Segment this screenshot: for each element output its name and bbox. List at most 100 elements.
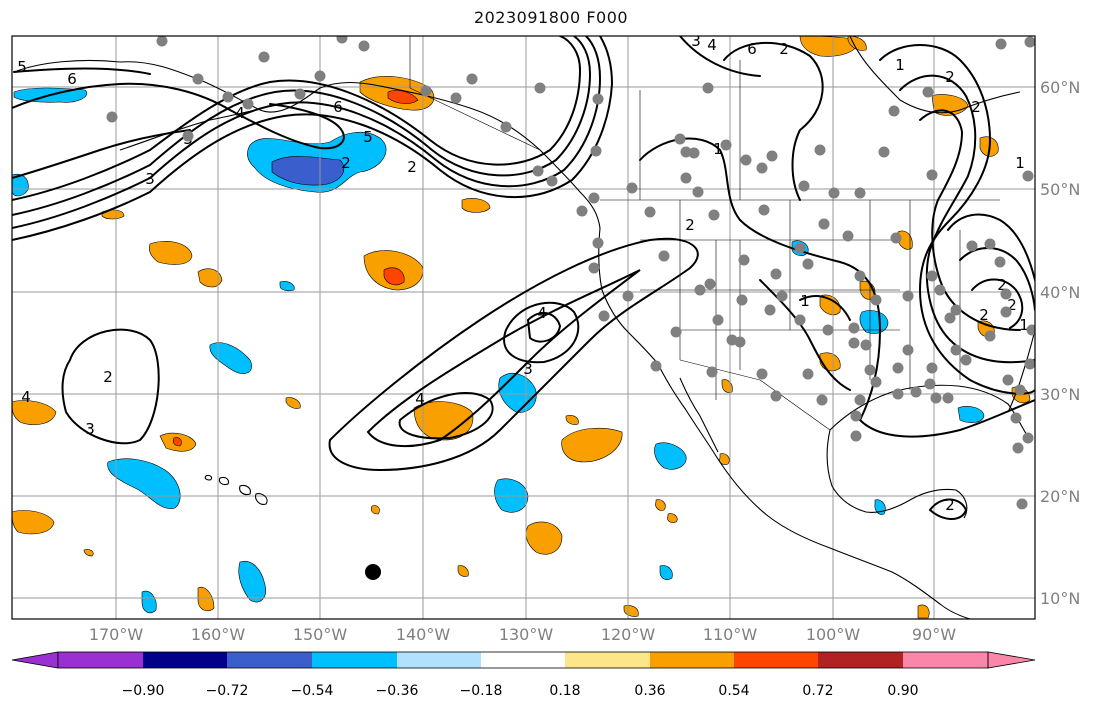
station-dot bbox=[890, 232, 902, 244]
station-dot bbox=[892, 362, 904, 374]
contour-label: 1 bbox=[800, 292, 810, 310]
contour-label: 4 bbox=[415, 390, 425, 408]
station-dot bbox=[1010, 412, 1022, 424]
station-dot bbox=[644, 206, 656, 218]
colorbar-segment bbox=[650, 652, 734, 668]
contour-label: 2 bbox=[979, 306, 989, 324]
station-dot bbox=[794, 314, 806, 326]
colorbar-tick-label: −0.72 bbox=[206, 683, 249, 699]
station-dot bbox=[704, 278, 716, 290]
colorbar-tick-label: −0.18 bbox=[460, 683, 503, 699]
station-dot bbox=[995, 38, 1007, 50]
station-dot bbox=[926, 169, 938, 181]
station-dot bbox=[708, 209, 720, 221]
lon-tick-label: 120°W bbox=[601, 625, 656, 644]
colorbar-tick-label: 0.36 bbox=[634, 683, 665, 699]
pos-anomaly-region bbox=[457, 565, 469, 577]
station-dot bbox=[680, 146, 692, 158]
station-dot bbox=[674, 133, 686, 145]
station-dot bbox=[1024, 36, 1035, 48]
station-dot bbox=[588, 262, 600, 274]
station-dot bbox=[766, 150, 778, 162]
lon-tick-label: 150°W bbox=[293, 625, 348, 644]
colorbar-tick-label: 0.90 bbox=[887, 683, 918, 699]
station-dot bbox=[1022, 170, 1034, 182]
colorbar-segment bbox=[143, 652, 227, 668]
station-dot bbox=[622, 290, 634, 302]
pos-anomaly-region bbox=[370, 505, 380, 515]
station-dot bbox=[692, 186, 704, 198]
colorbar-extend-low bbox=[11, 651, 59, 669]
pos-anomaly-region bbox=[12, 510, 55, 535]
contour-label: 5 bbox=[17, 58, 27, 76]
station-dot bbox=[336, 36, 348, 44]
colorbar: −0.90 −0.72 −0.54 −0.36 −0.18 0.18 0.36 … bbox=[11, 651, 1036, 699]
neg-anomaly-region bbox=[238, 560, 266, 603]
neg-anomaly-region bbox=[654, 442, 687, 470]
pos-anomaly-region bbox=[561, 427, 623, 463]
station-dot bbox=[770, 268, 782, 280]
station-dot bbox=[1012, 442, 1024, 454]
station-dot bbox=[740, 154, 752, 166]
pos-anomaly-region bbox=[525, 521, 563, 555]
station-dot bbox=[576, 205, 588, 217]
lat-tick-label: 50°N bbox=[1040, 180, 1080, 199]
station-dot bbox=[942, 392, 954, 404]
contour-label: 1 bbox=[895, 56, 905, 74]
contour-label: 1 bbox=[1019, 316, 1029, 334]
station-dot bbox=[842, 230, 854, 242]
station-dot bbox=[182, 130, 194, 142]
longitude-axis: 170°W 160°W 150°W 140°W 130°W 120°W 110°… bbox=[89, 625, 956, 644]
colorbar-tick-label: −0.90 bbox=[122, 683, 165, 699]
station-dot bbox=[902, 344, 914, 356]
colorbar-segment bbox=[818, 652, 903, 668]
station-dot bbox=[466, 73, 478, 85]
station-dot bbox=[770, 390, 782, 402]
station-dot bbox=[546, 175, 558, 187]
neg-anomaly-region bbox=[279, 281, 295, 292]
colorbar-tick-label: 0.72 bbox=[802, 683, 833, 699]
contour-label: 4 bbox=[707, 36, 717, 54]
contour-label: 5 bbox=[363, 128, 373, 146]
lon-tick-label: 140°W bbox=[396, 625, 451, 644]
station-dot bbox=[680, 172, 692, 184]
station-dot bbox=[984, 330, 996, 342]
station-dot bbox=[706, 366, 718, 378]
station-dot bbox=[1002, 374, 1014, 386]
contour-label: 2 bbox=[407, 158, 417, 176]
pos-anomaly-region bbox=[847, 36, 867, 51]
map-panel: 5633426524342123421226432121221 bbox=[11, 35, 1036, 620]
colorbar-tick-label: −0.54 bbox=[291, 683, 334, 699]
station-dot bbox=[658, 250, 670, 262]
shaded-anomaly-layer bbox=[12, 36, 1031, 619]
station-dot bbox=[994, 256, 1006, 268]
station-dot bbox=[926, 270, 938, 282]
station-dot bbox=[450, 92, 462, 104]
station-dot bbox=[870, 294, 882, 306]
contour-label: 2 bbox=[1007, 296, 1017, 314]
contour-label: 4 bbox=[235, 104, 245, 122]
pos-anomaly-region bbox=[565, 415, 579, 425]
lat-tick-label: 10°N bbox=[1040, 589, 1080, 608]
colorbar-segment bbox=[903, 652, 988, 668]
station-dot bbox=[734, 336, 746, 348]
pos-anomaly-region bbox=[197, 586, 215, 612]
station-dot bbox=[848, 337, 860, 349]
station-dot bbox=[802, 368, 814, 380]
colorbar-segment bbox=[312, 652, 397, 668]
station-dot bbox=[1016, 498, 1028, 510]
station-dot bbox=[534, 82, 546, 94]
colorbar-segment bbox=[227, 652, 312, 668]
station-dots bbox=[106, 36, 1035, 510]
contour-label: 2 bbox=[997, 276, 1007, 294]
station-dot bbox=[1014, 384, 1026, 396]
contour-label: 4 bbox=[537, 304, 547, 322]
station-dot bbox=[106, 111, 118, 123]
station-dot bbox=[592, 93, 604, 105]
pos-anomaly-region bbox=[819, 294, 841, 316]
lat-tick-label: 60°N bbox=[1040, 78, 1080, 97]
station-dot bbox=[156, 36, 168, 47]
contour-label-layer: 5633426524342123421226432121221 bbox=[17, 36, 1029, 514]
lon-tick-label: 100°W bbox=[806, 625, 861, 644]
contour-label: 6 bbox=[67, 70, 77, 88]
